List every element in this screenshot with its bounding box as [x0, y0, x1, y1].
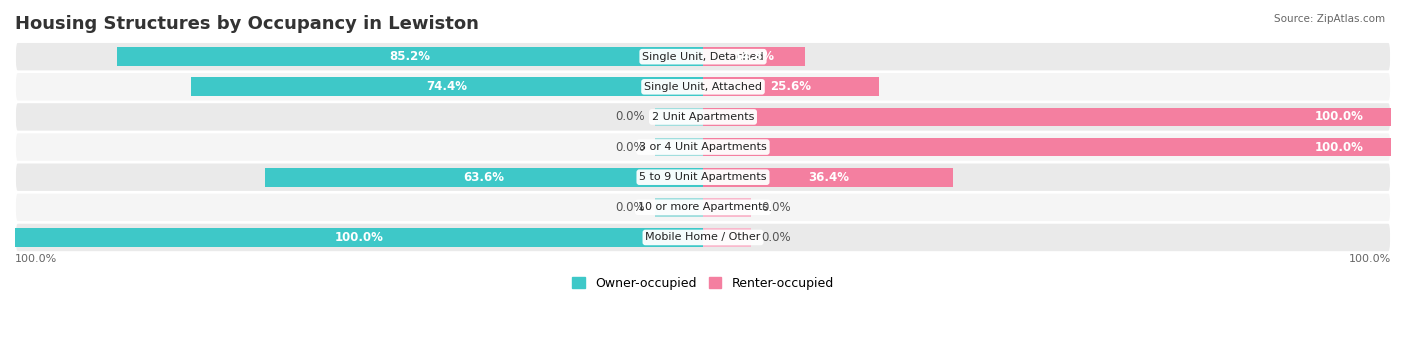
Text: 0.0%: 0.0%: [614, 110, 644, 123]
Text: 0.0%: 0.0%: [614, 140, 644, 153]
Text: 36.4%: 36.4%: [807, 171, 849, 184]
Text: 100.0%: 100.0%: [15, 254, 58, 264]
Bar: [703, 138, 1391, 157]
FancyBboxPatch shape: [15, 223, 1391, 252]
Text: 100.0%: 100.0%: [1315, 140, 1364, 153]
Text: 3 or 4 Unit Apartments: 3 or 4 Unit Apartments: [640, 142, 766, 152]
Bar: [191, 77, 703, 96]
Text: 0.0%: 0.0%: [762, 201, 792, 214]
Text: 2 Unit Apartments: 2 Unit Apartments: [652, 112, 754, 122]
FancyBboxPatch shape: [15, 193, 1391, 222]
Text: Source: ZipAtlas.com: Source: ZipAtlas.com: [1274, 14, 1385, 24]
Text: 0.0%: 0.0%: [762, 231, 792, 244]
Bar: [655, 138, 703, 157]
Text: 100.0%: 100.0%: [335, 231, 384, 244]
FancyBboxPatch shape: [15, 162, 1391, 192]
Bar: [655, 198, 703, 217]
Text: 74.4%: 74.4%: [426, 80, 468, 93]
Text: Mobile Home / Other: Mobile Home / Other: [645, 233, 761, 242]
Text: 85.2%: 85.2%: [389, 50, 430, 63]
Text: 25.6%: 25.6%: [770, 80, 811, 93]
FancyBboxPatch shape: [15, 102, 1391, 132]
Bar: [703, 47, 804, 66]
Text: Single Unit, Attached: Single Unit, Attached: [644, 82, 762, 92]
FancyBboxPatch shape: [15, 42, 1391, 72]
Bar: [15, 228, 703, 247]
Text: 14.8%: 14.8%: [734, 50, 775, 63]
Bar: [703, 168, 953, 187]
FancyBboxPatch shape: [15, 72, 1391, 102]
Bar: [703, 77, 879, 96]
Text: 100.0%: 100.0%: [1315, 110, 1364, 123]
Text: 0.0%: 0.0%: [614, 201, 644, 214]
FancyBboxPatch shape: [15, 132, 1391, 162]
Bar: [266, 168, 703, 187]
Bar: [655, 108, 703, 126]
Text: Single Unit, Detached: Single Unit, Detached: [643, 52, 763, 62]
Bar: [703, 108, 1391, 126]
Text: 63.6%: 63.6%: [464, 171, 505, 184]
Legend: Owner-occupied, Renter-occupied: Owner-occupied, Renter-occupied: [568, 272, 838, 295]
Text: 5 to 9 Unit Apartments: 5 to 9 Unit Apartments: [640, 172, 766, 182]
Text: Housing Structures by Occupancy in Lewiston: Housing Structures by Occupancy in Lewis…: [15, 15, 479, 33]
Bar: [117, 47, 703, 66]
Bar: [703, 198, 751, 217]
Bar: [703, 228, 751, 247]
Text: 10 or more Apartments: 10 or more Apartments: [638, 202, 768, 212]
Text: 100.0%: 100.0%: [1348, 254, 1391, 264]
